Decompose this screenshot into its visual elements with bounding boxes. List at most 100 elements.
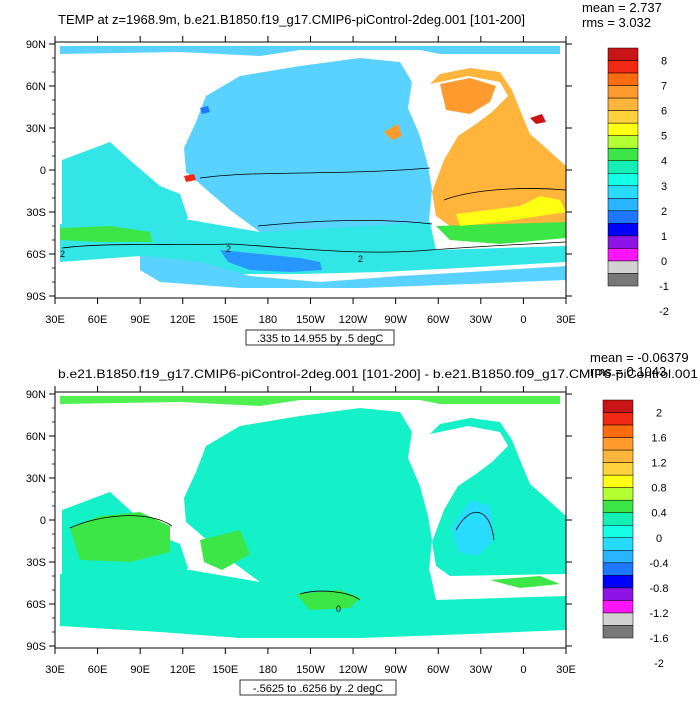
colorbar-swatch xyxy=(607,248,639,262)
colorbar-swatch xyxy=(602,562,634,576)
colorbar-swatch xyxy=(602,487,634,501)
colorbar-swatch xyxy=(607,135,639,149)
panel-1-indian-green xyxy=(60,226,152,242)
colorbar-label: 8 xyxy=(661,56,667,68)
colorbar-swatch xyxy=(607,72,639,86)
panel-1-atlantic-south-green xyxy=(436,222,566,244)
panel-2-mean: mean = -0.06379 xyxy=(590,350,689,365)
colorbar-label: 0.4 xyxy=(651,508,666,520)
colorbar-swatch xyxy=(607,235,639,249)
lat-tick-label: 60S xyxy=(26,599,46,611)
colorbar-swatch xyxy=(607,60,639,74)
panel-2-lon-axis: 30E 60E 90E 120E 150E 180 150W 120W 90W 60W 30W 0 30… xyxy=(45,386,576,676)
colorbar-swatch xyxy=(607,147,639,161)
lat-tick-label: 60S xyxy=(26,249,46,261)
lat-tick-label: 60N xyxy=(26,431,46,443)
colorbar-swatch xyxy=(602,462,634,476)
colorbar-label: 7 xyxy=(661,81,667,93)
colorbar-label: 0.8 xyxy=(651,483,666,495)
lon-tick-label: 60W xyxy=(427,314,450,326)
colorbar-swatch xyxy=(607,47,639,61)
panel-1-arctic xyxy=(60,46,560,56)
lat-tick-label: 30S xyxy=(26,557,46,569)
panel-2-pacific-south-green xyxy=(296,590,360,610)
lon-tick-label: 150E xyxy=(212,664,238,676)
colorbar-swatch xyxy=(607,122,639,136)
lon-tick-label: 150E xyxy=(212,314,238,326)
lon-tick-label: 180 xyxy=(259,664,277,676)
lon-tick-label: 0 xyxy=(520,664,526,676)
lat-tick-label: 0 xyxy=(40,515,46,527)
panel-1-atlantic-yellow xyxy=(456,196,566,226)
lon-tick-label: 30W xyxy=(470,314,493,326)
colorbar-label: -1 xyxy=(659,281,669,293)
colorbar-swatch xyxy=(602,512,634,526)
lat-tick-label: 30N xyxy=(26,473,46,485)
lon-tick-label: 60E xyxy=(88,664,108,676)
colorbar-swatch xyxy=(602,600,634,614)
colorbar-swatch xyxy=(607,110,639,124)
panel-1-mediterranean-red xyxy=(530,114,546,124)
colorbar-swatch xyxy=(602,499,634,513)
panel-2-lat-axis: 90N 60N 30N 0 30S 60S 90S xyxy=(26,389,572,653)
panel-1-red-sea xyxy=(184,174,196,182)
colorbar-label: 1 xyxy=(661,231,667,243)
colorbar-swatch xyxy=(602,474,634,488)
colorbar-swatch xyxy=(607,185,639,199)
panel-1-rms: rms = 3.032 xyxy=(582,15,651,30)
colorbar-swatch xyxy=(602,412,634,426)
panel-1-atlantic xyxy=(430,68,566,226)
bottom-panel: b.e21.B1850.f19_g17.CMIP6-piControl-2deg… xyxy=(26,350,698,696)
colorbar-label: -0.8 xyxy=(650,583,669,595)
panel-1-contour-line xyxy=(443,188,567,201)
panel-2-australia-green xyxy=(200,530,250,570)
panel-1-colorbar: 8 7 6 5 4 3 2 1 0 -1 -2 xyxy=(607,47,669,318)
panel-1-pacific xyxy=(184,58,432,232)
colorbar-swatch xyxy=(602,550,634,564)
lat-tick-label: 90N xyxy=(26,39,46,51)
colorbar-swatch xyxy=(602,612,634,626)
panel-1-contour-label: 2 xyxy=(226,244,231,254)
panel-2-indian-green xyxy=(70,512,170,562)
lon-tick-label: 150W xyxy=(296,664,325,676)
colorbar-label: 2 xyxy=(656,408,662,420)
colorbar-label: -1.6 xyxy=(650,633,669,645)
lon-tick-label: 30E xyxy=(556,314,576,326)
colorbar-label: 5 xyxy=(661,131,667,143)
panel-2-atlantic-cyan xyxy=(452,500,494,556)
colorbar-label: 1.6 xyxy=(651,433,666,445)
colorbar-swatch xyxy=(602,437,634,451)
panel-1-contour-label: 2 xyxy=(60,249,65,259)
colorbar-label: 0 xyxy=(656,533,662,545)
panel-2-colorbar: 2 1.6 1.2 0.8 0.4 0 -0.4 -0.8 -1.2 -1.6 -2 xyxy=(602,399,669,670)
lon-tick-label: 90W xyxy=(384,314,407,326)
lat-tick-label: 60N xyxy=(26,81,46,93)
panel-2-title: b.e21.B1850.f19_g17.CMIP6-piControl-2deg… xyxy=(58,367,698,381)
colorbar-swatch xyxy=(602,537,634,551)
panel-1-southern-ocean xyxy=(60,220,566,274)
panel-1-contour-label: 2 xyxy=(358,254,363,264)
lon-tick-label: 120W xyxy=(339,314,368,326)
colorbar-label: 2 xyxy=(661,206,667,218)
colorbar-swatch xyxy=(602,399,634,413)
panel-1-contour-line xyxy=(199,167,431,179)
lon-tick-label: 120W xyxy=(339,664,368,676)
panel-1-caspian-blue xyxy=(200,106,210,114)
colorbar-swatch xyxy=(602,575,634,589)
panel-2-range-label: -.5625 to .6256 by .2 degC xyxy=(253,683,383,695)
lon-tick-label: 120E xyxy=(170,314,196,326)
panel-2-contour-label: 0 xyxy=(336,604,341,614)
colorbar-label: -0.4 xyxy=(650,558,669,570)
lon-tick-label: 30E xyxy=(45,314,65,326)
lon-tick-label: 30W xyxy=(470,664,493,676)
panel-1-lat-axis: 90N 60N 30N 0 30S 60S 90S xyxy=(26,39,572,303)
panel-1-mean: mean = 2.737 xyxy=(582,0,662,15)
colorbar-label: 1.2 xyxy=(651,458,666,470)
colorbar-label: -2 xyxy=(659,306,669,318)
lon-tick-label: 90E xyxy=(130,664,150,676)
lon-tick-label: 30E xyxy=(556,664,576,676)
lon-tick-label: 120E xyxy=(170,664,196,676)
colorbar-label: 6 xyxy=(661,106,667,118)
